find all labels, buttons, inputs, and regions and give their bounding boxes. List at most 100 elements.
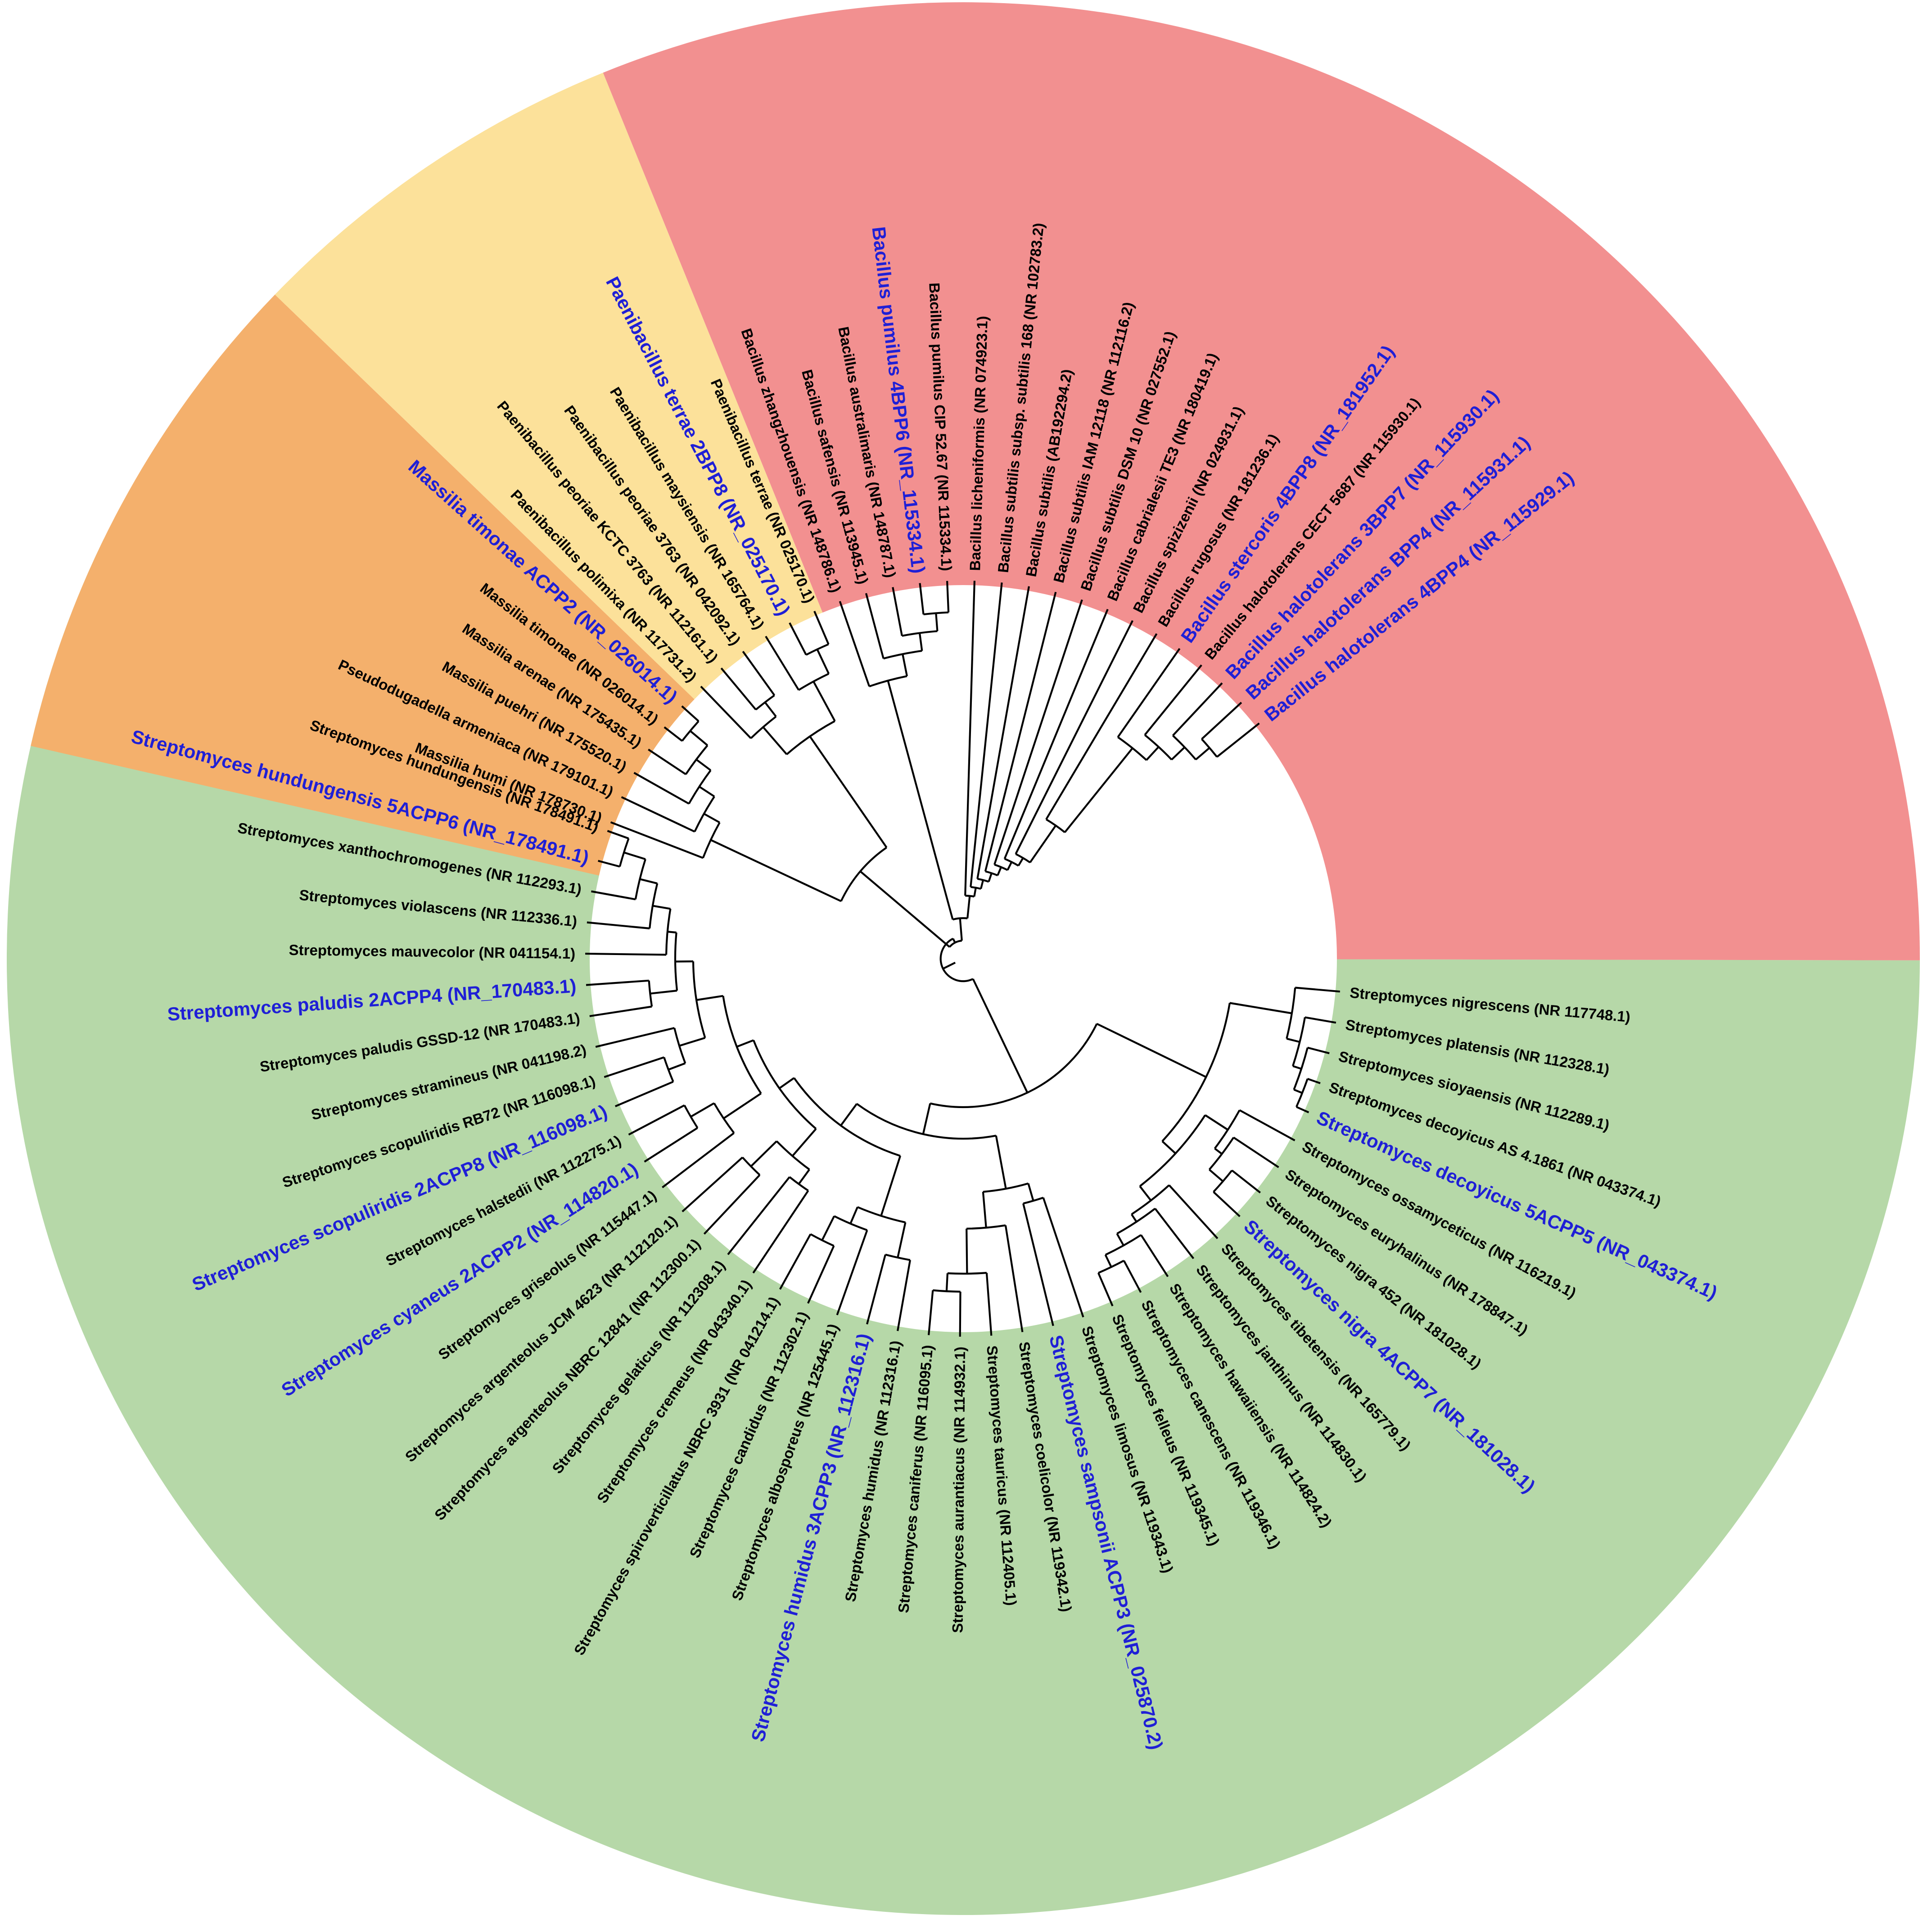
internal-branch bbox=[695, 758, 712, 771]
tip-branch bbox=[1307, 1078, 1321, 1084]
internal-branch bbox=[690, 1102, 715, 1118]
internal-branch bbox=[948, 906, 954, 920]
tip-branch bbox=[919, 583, 925, 615]
internal-branch bbox=[959, 918, 963, 941]
tip-branch bbox=[607, 830, 629, 839]
internal-branch bbox=[966, 896, 971, 919]
tip-branch bbox=[700, 685, 752, 739]
internal-branch bbox=[1293, 1089, 1303, 1094]
internal-branch bbox=[1064, 747, 1133, 833]
branch-arc bbox=[1161, 1003, 1231, 1142]
tip-branch bbox=[1097, 1272, 1114, 1307]
branch-arc bbox=[883, 650, 922, 660]
internal-branch bbox=[652, 905, 671, 910]
branch-arc bbox=[1139, 1114, 1206, 1187]
branch-arc bbox=[685, 744, 709, 775]
branch-arc bbox=[1116, 1208, 1156, 1235]
tip-branch bbox=[720, 667, 757, 711]
tip-branch bbox=[985, 1272, 993, 1336]
internal-branch bbox=[764, 702, 777, 717]
tip-branch bbox=[742, 651, 776, 696]
branch-arc bbox=[786, 720, 835, 755]
branch-arc bbox=[983, 1182, 1029, 1193]
internal-branch bbox=[736, 1039, 754, 1048]
tip-branch bbox=[964, 581, 975, 896]
tip-branch bbox=[1295, 987, 1340, 993]
branch-arc bbox=[1208, 1137, 1235, 1171]
internal-branch bbox=[699, 786, 715, 798]
tip-branch bbox=[807, 1245, 835, 1304]
tip-branch bbox=[1042, 1197, 1084, 1318]
tip-branch bbox=[589, 1005, 652, 1017]
branch-arc bbox=[753, 1040, 817, 1130]
internal-branch bbox=[798, 1169, 810, 1185]
branch-arc bbox=[1213, 1170, 1233, 1193]
tip-branch bbox=[648, 748, 686, 775]
tree-centre-disc bbox=[590, 585, 1337, 1332]
tip-branch bbox=[621, 796, 695, 833]
tip-branch bbox=[1154, 1208, 1195, 1259]
internal-branch bbox=[988, 873, 993, 882]
tip-branch bbox=[585, 952, 667, 956]
internal-branch bbox=[945, 1273, 948, 1292]
internal-branch bbox=[689, 730, 709, 746]
internal-branch bbox=[809, 736, 888, 848]
tip-branch bbox=[595, 1027, 675, 1048]
branch-arc bbox=[1214, 1109, 1241, 1149]
tip-branch bbox=[727, 1176, 790, 1255]
internal-branch bbox=[710, 839, 842, 902]
branch-arc bbox=[985, 870, 998, 877]
tip-branch bbox=[1140, 1234, 1169, 1277]
tip-branch bbox=[765, 635, 800, 691]
internal-branch bbox=[1209, 1169, 1224, 1182]
tip-branch bbox=[993, 599, 1083, 865]
internal-branch bbox=[849, 1207, 858, 1224]
tree-branches bbox=[585, 581, 1340, 1337]
tip-branch bbox=[703, 1174, 761, 1235]
internal-branch bbox=[679, 1036, 706, 1047]
tip-branch bbox=[976, 586, 1030, 879]
tip-branch bbox=[1022, 1203, 1054, 1326]
tip-branch bbox=[1233, 1136, 1279, 1168]
tip-branch bbox=[644, 1127, 698, 1163]
tip-branch bbox=[591, 890, 636, 901]
tip-branch bbox=[604, 1056, 664, 1078]
branch-arc bbox=[674, 932, 678, 991]
tip-branch bbox=[1123, 1260, 1142, 1293]
tip-branch bbox=[1201, 702, 1242, 740]
branch-arc bbox=[665, 908, 672, 955]
branch-arc bbox=[966, 1224, 1006, 1230]
internal-branch bbox=[943, 962, 956, 970]
branch-arc bbox=[1286, 987, 1296, 1039]
internal-branch bbox=[1096, 1023, 1207, 1078]
tip-branch bbox=[813, 611, 830, 645]
internal-branch bbox=[762, 726, 788, 755]
tip-branch bbox=[586, 979, 649, 986]
internal-branch bbox=[750, 1140, 777, 1167]
branch-arc bbox=[965, 895, 975, 898]
internal-branch bbox=[1007, 861, 1013, 871]
branch-arc bbox=[673, 1027, 686, 1064]
tip-branch bbox=[1144, 664, 1202, 736]
internal-branch bbox=[1214, 1148, 1223, 1155]
branch-arc bbox=[793, 1077, 901, 1157]
branch-arc bbox=[923, 611, 949, 616]
tip-branch bbox=[681, 705, 700, 722]
tip-branch bbox=[1216, 722, 1260, 758]
tip-branch bbox=[1015, 620, 1133, 855]
tip-branch bbox=[1003, 608, 1109, 860]
tip-branch bbox=[984, 591, 1057, 872]
branch-arc bbox=[857, 1206, 906, 1224]
tip-branch bbox=[1213, 1191, 1241, 1217]
internal-branch bbox=[791, 1128, 817, 1157]
internal-branch bbox=[1116, 1233, 1124, 1246]
reference-label: Streptomyces mauvecolor (NR 041154.1) bbox=[289, 942, 575, 962]
tip-branch bbox=[614, 1081, 674, 1108]
branch-arc bbox=[1292, 1017, 1306, 1067]
branch-arc bbox=[634, 859, 646, 900]
tip-branch bbox=[789, 622, 807, 655]
internal-branch bbox=[1139, 1185, 1152, 1201]
branch-arc bbox=[947, 1272, 987, 1275]
tip-branch bbox=[928, 1290, 934, 1335]
